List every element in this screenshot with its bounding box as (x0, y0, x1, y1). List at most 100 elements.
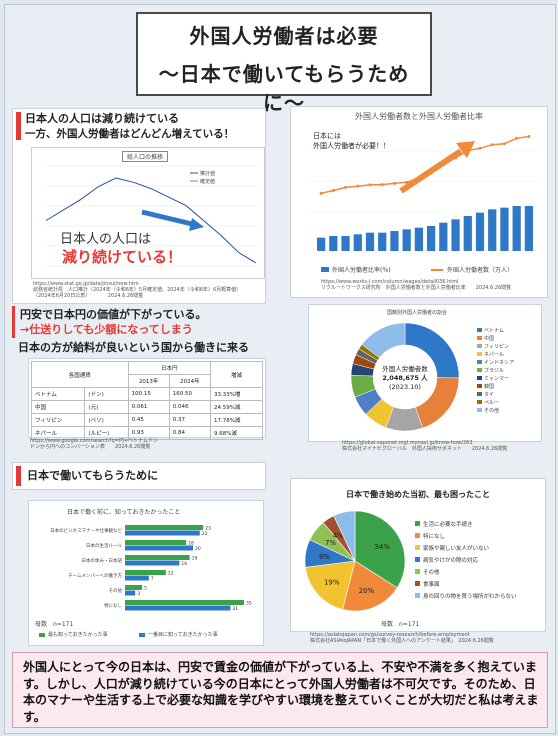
workers-count-point (405, 180, 409, 184)
workers-ratio-bar (341, 236, 350, 251)
row-2013: 100.15 (127, 387, 170, 401)
knowledge-category-label: 日本の休み・日本語 (82, 557, 123, 564)
legend-item: 食事面 (415, 579, 517, 591)
donut-center2: 2,048,675 人 (382, 374, 428, 382)
knowledge-bar-a (125, 570, 166, 575)
population-source3: （2024年6月20日公表） 2024.6.26閲覧 (33, 293, 144, 299)
legend-swatch (477, 360, 482, 364)
population-legend-b: 確定値 (200, 179, 216, 185)
legend-swatch (415, 569, 420, 574)
knowledge-chart-title: 日本で働く前に、知っておきたかったこと (67, 509, 181, 516)
knowledge-bar-a (125, 540, 187, 545)
legend-swatch (415, 521, 420, 526)
col-2013: 2013年 (127, 374, 170, 388)
knowledge-bar-a (125, 585, 142, 590)
workers-chart-title: 外国人労働者数と外国人労働者比率 (355, 112, 483, 121)
legend-swatch (415, 581, 420, 586)
legend-label: ベトナム (484, 328, 504, 334)
pie-pct-label: 20% (359, 587, 375, 595)
knowledge-value-label: 31 (232, 606, 238, 612)
legend-item: 病気やけがの際の対応 (415, 555, 517, 567)
legend-item: タイ (477, 391, 514, 399)
row-2013: 0.93 (127, 426, 170, 440)
row-2013: 0.061 (127, 400, 170, 414)
legend-label: 生活に必要な手続き (423, 522, 473, 528)
workers-ratio-bar (488, 209, 497, 251)
nationality-source1: https://global-saponet.mgl.mynavi.jp/kno… (342, 440, 473, 446)
legend-label: 中国 (484, 336, 495, 342)
legend-label: 病気やけがの際の対応 (423, 558, 479, 564)
knowledge-legend-a: 最も知っておきたかった事 (48, 632, 108, 638)
legend-swatch (477, 328, 482, 332)
knowledge-bar-b (125, 575, 149, 581)
yen-heading2: →仕送りしても少額になってしまう (20, 323, 193, 336)
difficulty-legend: 生活に必要な手続き 特になし 家族や親しい友人がいない 病気やけがの際の対応 その他 食事… (415, 519, 517, 603)
knowledge-category-label: 日本の生活ルール (86, 542, 122, 549)
legend-label: 韓国 (484, 384, 495, 390)
work-red-bar (16, 466, 21, 486)
legend-label: その他 (484, 408, 500, 414)
knowledge-value-label: 22 (202, 531, 208, 537)
currency-table: 各国通貨 日本円 増減 2013年 2024年 ベトナム (ドン) 100.15… (30, 361, 264, 440)
workers-chart-svg (311, 134, 537, 251)
legend-swatch (477, 408, 482, 412)
population-line-svg (45, 165, 260, 267)
row-country: ネパール (30, 426, 86, 440)
workers-ratio-bar (378, 232, 387, 251)
legend-swatch (477, 368, 482, 372)
knowledge-card: 日本で働く前に、知っておきたかったこと 日本のビジネスマナーや仕事観など 23 22… (28, 500, 264, 646)
population-chart: 総人口の推移 推計値 確定値 日本人の人口は 減り続けている！ (31, 147, 265, 279)
pie-slice (305, 560, 356, 610)
legend-swatch (477, 384, 482, 388)
increase-arrow-head (456, 141, 475, 158)
row-country: フィリピン (30, 413, 86, 427)
work-heading-box: 日本で働いてもらうために (12, 462, 266, 490)
legend-item: インドネシア (477, 359, 514, 367)
row-change: 17.78%減 (209, 413, 264, 427)
row-unit: (ペソ) (84, 413, 129, 427)
population-series-line (45, 177, 257, 264)
workers-ratio-bar (512, 206, 521, 251)
pie-pct-label: 34% (374, 543, 390, 551)
population-overlay1: 日本人の人口は (60, 232, 152, 247)
legend-item: その他 (477, 407, 514, 415)
workers-card: 外国人労働者数と外国人労働者比率 日本には 外国人労働者が必要！！ 外国人労働者… (290, 106, 548, 298)
legend-swatch (477, 336, 482, 340)
population-source1: https://www.stat.go.jp/data/jinsui/new.h… (33, 281, 139, 287)
knowledge-value-label: 12 (168, 571, 174, 577)
difficulty-chart-title: 日本で働き始めた当初、最も困ったこと (346, 490, 490, 499)
pie-slice (342, 560, 398, 612)
legend-item: 特になし (415, 531, 517, 543)
pie-pct-label: 19% (324, 579, 340, 587)
legend-item: 韓国 (477, 383, 514, 391)
legend-item: 中国 (477, 335, 514, 343)
knowledge-bar-a (125, 555, 190, 560)
legend-swatch (477, 376, 482, 380)
legend-label: インドネシア (484, 360, 515, 366)
workers-count-point (356, 184, 360, 188)
knowledge-value-label: 16 (181, 561, 187, 567)
knowledge-value-label: 18 (188, 541, 194, 547)
legend-swatch (477, 392, 482, 396)
row-change: 33.33%増 (209, 387, 264, 401)
knowledge-bar-b (125, 530, 200, 536)
table-row: ネパール (ルピー) 0.93 0.84 9.68%減 (30, 426, 264, 440)
yen-red-bar (12, 306, 15, 338)
difficulty-parent: 母数 n=171 (381, 621, 420, 628)
workers-count-point (331, 189, 335, 193)
donut-slice (361, 322, 406, 359)
workers-ratio-bar (475, 212, 485, 251)
workers-count-point (502, 142, 506, 146)
knowledge-category-label: 特になし (104, 602, 122, 609)
knowledge-value-label: 5 (144, 586, 147, 592)
workers-count-point (527, 134, 531, 138)
workers-ratio-bar (329, 236, 338, 251)
workers-legend-line: 外国人労働者数（万人） (447, 267, 514, 274)
legend-item: 身の回りの物を買う場所がわからない (415, 591, 517, 603)
table-row: 中国 (元) 0.061 0.046 24.59%減 (30, 400, 264, 414)
row-change: 9.68%減 (209, 426, 264, 440)
row-2024: 160.50 (168, 387, 211, 401)
knowledge-parent: 母数 n=171 (35, 621, 74, 628)
workers-count-point (392, 181, 396, 185)
table-row: ベトナム (ドン) 100.15 160.50 33.33%増 (30, 387, 264, 401)
